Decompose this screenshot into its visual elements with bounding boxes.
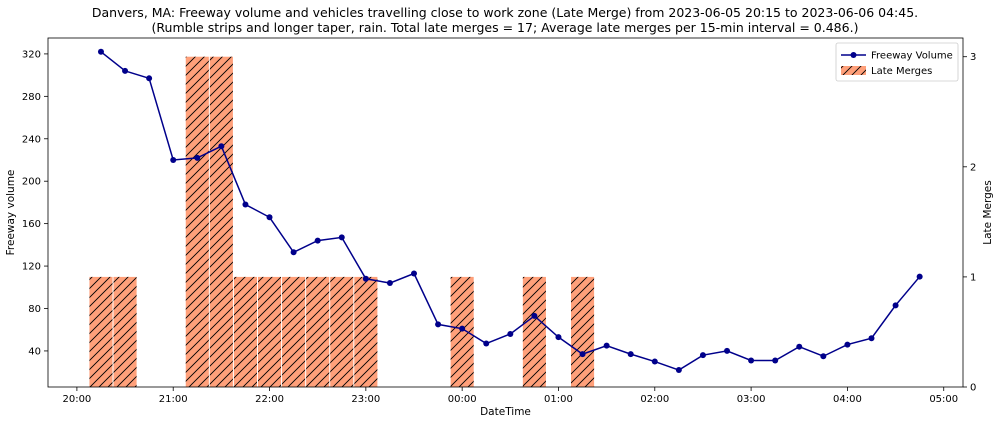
- volume-point: [194, 154, 201, 161]
- volume-point: [651, 358, 658, 365]
- late-merge-bar-hatch: [233, 276, 257, 387]
- late-merge-bar-hatch: [330, 276, 354, 387]
- volume-point: [459, 325, 466, 332]
- late-merge-bar-hatch: [522, 276, 546, 387]
- y-left-tick-label: 320: [22, 49, 41, 60]
- volume-point: [699, 352, 706, 359]
- y-left-tick-label: 80: [28, 304, 41, 315]
- x-axis-label: DateTime: [480, 406, 531, 418]
- legend-marker-swatch: [850, 52, 857, 58]
- volume-point: [724, 347, 731, 354]
- x-tick-label: 02:00: [640, 394, 669, 405]
- volume-point: [772, 357, 779, 364]
- volume-point: [796, 343, 803, 350]
- volume-point: [122, 67, 129, 74]
- y-left-axis-label: Freeway volume: [5, 170, 17, 256]
- volume-point: [844, 341, 851, 348]
- late-merges-bars: [89, 56, 595, 387]
- volume-point: [170, 156, 177, 163]
- x-tick-label: 23:00: [351, 394, 380, 405]
- volume-point: [555, 334, 562, 341]
- volume-point: [290, 249, 297, 256]
- volume-point: [314, 237, 321, 244]
- y-right-tick-label: 3: [970, 52, 976, 63]
- x-tick-label: 04:00: [833, 394, 862, 405]
- chart-subtitle: (Rumble strips and longer taper, rain. T…: [152, 20, 859, 35]
- late-merge-bar-hatch: [185, 56, 209, 387]
- volume-point: [531, 312, 538, 319]
- volume-point: [868, 335, 875, 342]
- late-merge-bar-hatch: [450, 276, 474, 387]
- y-right-tick-label: 2: [970, 162, 976, 173]
- late-merge-bar-hatch: [257, 276, 282, 387]
- y-left-tick-label: 120: [22, 262, 41, 273]
- plot-frame: [47, 37, 964, 388]
- volume-point: [507, 330, 514, 337]
- chart-title: Danvers, MA: Freeway volume and vehicles…: [92, 5, 918, 20]
- late-merge-bar-hatch: [306, 276, 330, 387]
- volume-point: [386, 280, 393, 287]
- volume-point: [892, 302, 899, 309]
- late-merge-bar-hatch: [571, 276, 595, 387]
- y-left-tick-label: 200: [22, 177, 41, 188]
- y-left-axis-ticks: 40 80 120 160 200 240 280 320: [22, 49, 48, 357]
- late-merge-bar-hatch: [209, 56, 233, 387]
- volume-point: [483, 340, 490, 347]
- y-right-axis-ticks: 0 1 2 3: [963, 52, 976, 394]
- volume-point: [916, 273, 923, 280]
- legend-box: [835, 42, 959, 82]
- x-tick-label: 01:00: [544, 394, 573, 405]
- volume-point: [338, 234, 345, 241]
- late-merge-bar-hatch: [89, 276, 113, 387]
- y-right-axis-label: Late Merges: [982, 180, 994, 244]
- volume-point: [266, 214, 273, 221]
- volume-point: [362, 275, 369, 282]
- x-tick-label: 22:00: [255, 394, 284, 405]
- x-tick-label: 21:00: [159, 394, 188, 405]
- y-left-tick-label: 240: [22, 134, 41, 145]
- x-tick-label: 00:00: [448, 394, 477, 405]
- x-axis-ticks: 20:00 21:00 22:00 23:00 00:00 01:00 02:00 03:00…: [62, 387, 958, 405]
- volume-point: [627, 351, 634, 358]
- x-tick-label: 03:00: [737, 394, 766, 405]
- y-left-tick-label: 160: [22, 219, 41, 230]
- volume-point: [748, 357, 755, 364]
- y-right-tick-label: 1: [970, 272, 976, 283]
- legend-label-volume: Freeway Volume: [871, 51, 953, 62]
- x-tick-label: 05:00: [929, 394, 958, 405]
- y-right-tick-label: 0: [970, 383, 976, 394]
- legend-bar-hatch: [841, 66, 866, 75]
- late-merge-bar-hatch: [113, 276, 137, 387]
- y-left-tick-label: 280: [22, 92, 41, 103]
- late-merge-bar-hatch: [282, 276, 306, 387]
- volume-point: [603, 342, 610, 349]
- freeway-volume-line: [97, 48, 923, 374]
- x-tick-label: 20:00: [62, 394, 91, 405]
- y-left-tick-label: 40: [28, 346, 41, 357]
- volume-point: [146, 75, 153, 82]
- volume-point: [579, 351, 586, 358]
- late-merge-bar-hatch: [354, 276, 378, 387]
- volume-point: [218, 143, 225, 150]
- legend: Freeway Volume Late Merges: [835, 42, 959, 82]
- volume-point: [411, 270, 417, 277]
- legend-label-merges: Late Merges: [871, 66, 932, 77]
- volume-point: [242, 201, 249, 208]
- volume-point: [675, 367, 682, 374]
- volume-point: [435, 321, 442, 328]
- volume-point: [820, 353, 827, 360]
- volume-point: [97, 48, 104, 55]
